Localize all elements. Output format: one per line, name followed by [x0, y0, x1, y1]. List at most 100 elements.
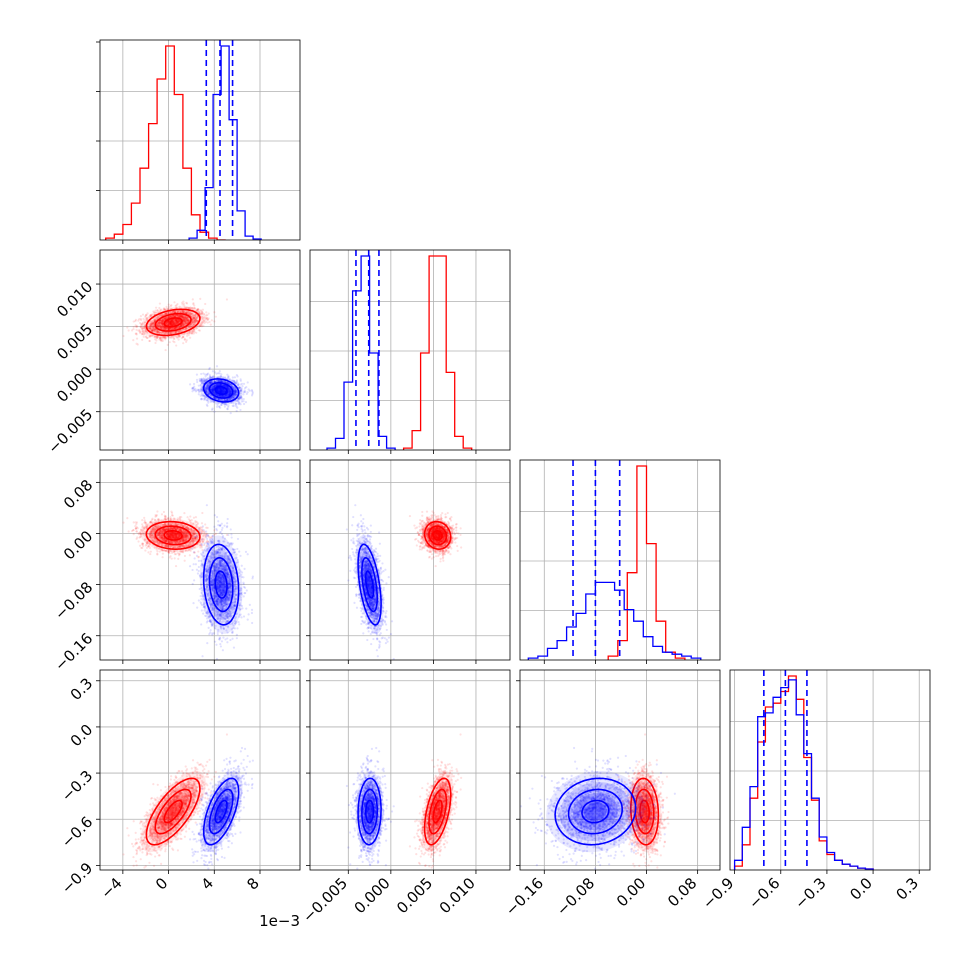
- scatter-point: [164, 312, 167, 316]
- scatter-point: [174, 326, 178, 329]
- scatter-point: [167, 327, 170, 330]
- scatter-point: [183, 539, 186, 543]
- scatter-point: [178, 315, 181, 318]
- scatter-point: [183, 530, 186, 534]
- scatter-point: [173, 557, 176, 560]
- scatter-point: [162, 539, 165, 542]
- scatter-point: [183, 315, 186, 318]
- scatter-point: [155, 324, 159, 327]
- scatter-point: [191, 321, 194, 325]
- scatter-point: [192, 321, 195, 325]
- scatter-point: [184, 322, 187, 325]
- scatter-point: [138, 321, 142, 325]
- scatter-point: [164, 327, 167, 330]
- scatter-point: [418, 548, 421, 551]
- scatter-point: [134, 521, 137, 524]
- scatter-point: [191, 332, 194, 335]
- scatter-point: [161, 322, 164, 325]
- scatter-point: [187, 543, 190, 547]
- scatter-point: [174, 321, 177, 324]
- scatter-point: [156, 330, 159, 333]
- scatter-point: [183, 337, 186, 341]
- scatter-point: [203, 319, 206, 322]
- scatter-point: [148, 533, 151, 536]
- scatter-point: [160, 538, 163, 541]
- scatter-point: [186, 516, 189, 519]
- scatter-point: [185, 311, 188, 314]
- scatter-point: [174, 537, 177, 540]
- scatter-point: [161, 320, 164, 323]
- scatter-point: [171, 323, 175, 326]
- scatter-point: [167, 550, 170, 554]
- scatter-point: [166, 544, 169, 547]
- scatter-point: [199, 309, 203, 312]
- scatter-point: [171, 319, 174, 322]
- scatter-point: [189, 540, 192, 543]
- scatter-point: [161, 320, 164, 324]
- scatter-point: [163, 514, 166, 517]
- scatter-point: [175, 335, 178, 339]
- panel-3-3: [730, 670, 930, 870]
- scatter-point: [152, 325, 155, 328]
- scatter-point: [178, 315, 181, 318]
- scatter-point: [139, 332, 142, 335]
- scatter-point: [164, 326, 167, 329]
- scatter-point: [140, 323, 143, 327]
- scatter-point: [172, 315, 175, 318]
- scatter-point: [206, 318, 210, 321]
- scatter-point: [168, 320, 171, 323]
- scatter-point: [175, 537, 178, 540]
- scatter-point: [163, 529, 166, 532]
- scatter-point: [163, 331, 167, 335]
- scatter-point: [175, 320, 178, 323]
- scatter-point: [191, 313, 194, 316]
- scatter-point: [134, 332, 137, 335]
- scatter-point: [173, 553, 176, 556]
- scatter-point: [201, 321, 204, 324]
- scatter-point: [446, 511, 449, 515]
- scatter-point: [164, 327, 168, 331]
- scatter-point: [167, 322, 170, 325]
- scatter-point: [155, 548, 158, 551]
- scatter-point: [143, 325, 146, 328]
- scatter-point: [204, 320, 208, 323]
- scatter-point: [184, 320, 187, 323]
- scatter-point: [454, 523, 458, 526]
- scatter-point: [200, 546, 203, 549]
- scatter-point: [169, 307, 172, 310]
- scatter-point: [225, 298, 229, 301]
- scatter-point: [145, 335, 148, 338]
- scatter-point: [184, 532, 187, 536]
- scatter-point: [183, 309, 186, 313]
- scatter-point: [183, 318, 186, 321]
- scatter-point: [173, 323, 177, 326]
- scatter-point: [151, 326, 154, 329]
- panel-3-1: [310, 670, 510, 870]
- scatter-point: [178, 534, 181, 537]
- scatter-point: [205, 311, 208, 314]
- scatter-point: [145, 319, 148, 322]
- scatter-point: [145, 330, 148, 333]
- scatter-point: [144, 329, 147, 332]
- scatter-point: [156, 335, 159, 338]
- scatter-point: [161, 556, 164, 559]
- scatter-point: [176, 527, 179, 530]
- scatter-point: [181, 530, 184, 534]
- scatter-0-2-0: [122, 510, 229, 568]
- scatter-point: [166, 308, 169, 311]
- scatter-point: [168, 533, 171, 536]
- scatter-point: [159, 324, 162, 327]
- scatter-point: [167, 327, 171, 330]
- scatter-point: [165, 331, 168, 335]
- scatter-point: [143, 332, 146, 335]
- scatter-point: [177, 320, 180, 323]
- scatter-point: [139, 326, 142, 329]
- scatter-point: [149, 314, 152, 317]
- scatter-point: [153, 327, 156, 330]
- scatter-point: [134, 319, 137, 323]
- scatter-point: [151, 536, 154, 539]
- scatter-point: [132, 339, 135, 342]
- scatter-point: [176, 314, 179, 317]
- scatter-point: [160, 339, 163, 342]
- scatter-point: [437, 554, 440, 558]
